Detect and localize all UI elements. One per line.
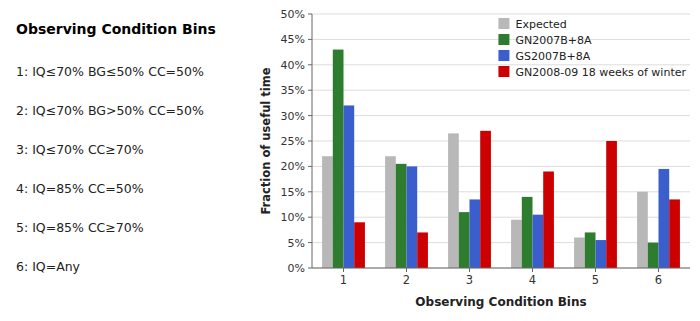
bar [585,232,596,268]
annotation: 3: IQ≤70% CC≥70% [16,142,144,157]
bars [322,50,680,268]
annotation: 5: IQ=85% CC≥70% [16,220,144,235]
bar [385,156,396,268]
y-tick [308,115,312,116]
legend-label: GN2007B+8A [515,34,592,47]
y-tick [308,242,312,243]
bar [322,156,333,268]
y-tick-label: 5% [288,237,305,250]
x-tick [595,268,596,272]
x-tick [406,268,407,272]
x-tick-label: 6 [655,273,662,287]
annotation: 6: IQ=Any [16,259,81,274]
bar [480,131,491,268]
title: Observing Condition Bins [16,21,216,37]
annotation: 1: IQ≤70% BG≤50% CC=50% [16,64,204,79]
x-tick [469,268,470,272]
y-tick [308,268,312,269]
chart: Observing Condition Bins 1: IQ≤70% BG≤50%… [0,0,700,321]
legend-swatch [498,34,509,45]
y-tick-label: 45% [281,33,305,46]
grid [312,14,690,268]
bar [333,50,344,268]
y-tick [308,64,312,65]
y-tick [308,166,312,167]
bar [543,171,554,268]
y-tick [308,39,312,40]
annotation: 2: IQ≤70% BG>50% CC=50% [16,103,204,118]
y-tick [308,141,312,142]
legend-swatch [498,50,509,61]
x-tick-label: 4 [529,273,536,287]
legend-label: Expected [515,18,566,31]
y-tick-label: 30% [281,110,305,123]
bar [533,215,544,268]
bar [396,164,407,268]
legend: Expected GN2007B+8A GS2007B+8A GN2008-09 18… [498,18,686,79]
y-tick [308,90,312,91]
bar [448,133,459,268]
y-tick [308,14,312,15]
bar [459,212,470,268]
legend-label: GN2008-09 18 weeks of winter [515,66,686,79]
legend-label: GS2007B+8A [515,50,590,63]
y-tick-label: 35% [281,84,305,97]
y-axis-line [312,14,313,268]
bar [511,220,522,268]
grid-line [312,217,690,218]
bar [659,169,670,268]
x-tick [658,268,659,272]
bar [637,192,648,268]
bar [417,232,428,268]
bar [606,141,617,268]
bar [470,199,481,268]
bar [344,105,355,268]
x-tick [343,268,344,272]
bar [354,222,365,268]
x-axis-line [312,268,690,269]
bar [574,238,585,268]
grid-line [312,166,690,167]
y-axis: 0% 5% 10% 15% 20% 25% 30% 35% 40% 45% 50% [281,8,312,275]
bar [407,166,418,268]
axes: 1 2 3 4 5 6 [312,14,690,287]
y-tick-label: 50% [281,8,305,21]
grid-line [312,115,690,116]
legend-swatch [498,18,509,29]
y-tick [308,191,312,192]
y-tick-label: 40% [281,59,305,72]
y-tick-label: 10% [281,211,305,224]
bar [669,199,680,268]
y-axis-label: Fraction of useful time [259,67,273,214]
grid-line [312,268,690,269]
y-tick-label: 25% [281,135,305,148]
x-tick-label: 3 [466,273,473,287]
y-tick-label: 20% [281,160,305,173]
grid-line [312,90,690,91]
y-tick [308,217,312,218]
x-tick [532,268,533,272]
bar [596,240,607,268]
grid-line [312,191,690,192]
y-tick-label: 0% [288,262,305,275]
grid-line [312,141,690,142]
x-tick-label: 1 [340,273,347,287]
grid-line [312,14,690,15]
legend-swatch [498,66,509,77]
bar [648,243,659,268]
bar [522,197,533,268]
grid-line [312,242,690,243]
x-tick-label: 2 [403,273,410,287]
annotation: 4: IQ=85% CC=50% [16,181,144,196]
text-panel: Observing Condition Bins 1: IQ≤70% BG≤50%… [16,21,216,274]
x-tick-label: 5 [592,273,599,287]
x-axis-label: Observing Condition Bins [415,295,586,309]
y-tick-label: 15% [281,186,305,199]
